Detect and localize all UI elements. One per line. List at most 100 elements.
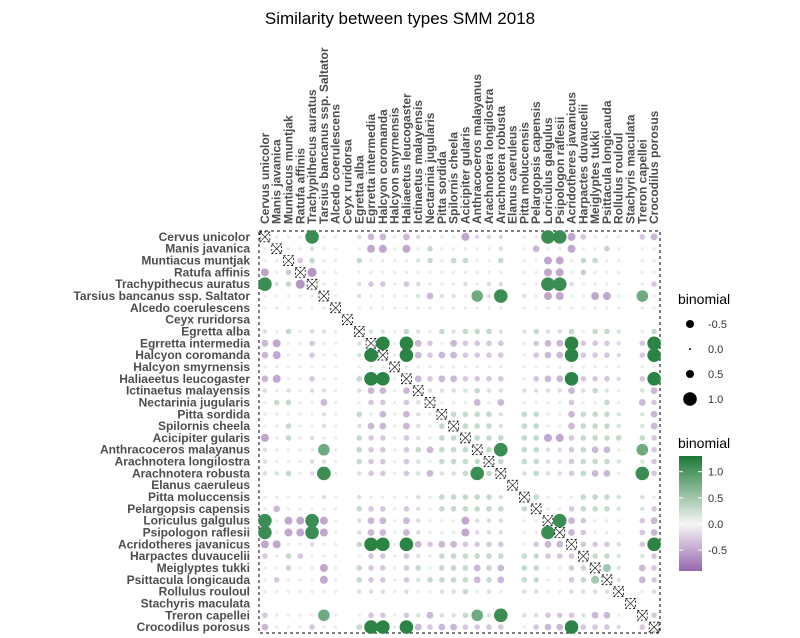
heatmap-point <box>393 282 397 286</box>
heatmap-point <box>592 340 598 347</box>
heatmap-point <box>263 495 267 499</box>
heatmap-point <box>640 506 645 512</box>
heatmap-point <box>462 553 469 559</box>
heatmap-point <box>470 466 484 481</box>
heatmap-point <box>322 258 326 263</box>
heatmap-point <box>298 590 302 594</box>
heatmap-point <box>439 494 445 500</box>
heatmap-point <box>416 365 420 369</box>
heatmap-point <box>640 282 644 286</box>
heatmap-point <box>310 507 314 511</box>
heatmap-point <box>440 270 444 274</box>
heatmap-point <box>521 553 528 559</box>
heatmap-point <box>604 411 610 418</box>
heatmap-point <box>378 244 387 253</box>
heatmap-point <box>639 541 646 548</box>
heatmap-point <box>555 292 564 301</box>
x-tick-label: Loriculus galgulus <box>541 117 555 224</box>
y-tick-label: Stachyris maculata <box>141 596 251 610</box>
heatmap-point <box>580 529 587 536</box>
heatmap-point <box>263 578 267 582</box>
heatmap-point <box>592 506 598 512</box>
heatmap-point <box>533 553 539 559</box>
heatmap-point <box>498 494 503 500</box>
heatmap-point <box>334 329 338 334</box>
heatmap-point <box>357 589 362 594</box>
heatmap-point <box>322 270 326 274</box>
heatmap-point <box>428 459 432 464</box>
heatmap-point <box>474 234 480 240</box>
heatmap-point <box>616 553 621 559</box>
heatmap-point <box>357 282 362 287</box>
heatmap-point <box>334 471 338 475</box>
diagonal-cell <box>542 515 554 526</box>
heatmap-point <box>556 351 564 359</box>
heatmap-point <box>379 233 387 241</box>
heatmap-point <box>428 519 432 523</box>
x-tick-label: Arachnotera longilostra <box>482 88 496 224</box>
heatmap-point <box>604 388 610 393</box>
heatmap-point <box>393 341 397 345</box>
heatmap-point <box>275 365 279 369</box>
x-tick-label: Trachypithecus auratus <box>305 89 319 224</box>
heatmap-point <box>369 365 373 369</box>
color-legend-label: 1.0 <box>708 467 723 479</box>
heatmap-point <box>544 540 552 548</box>
heatmap-point <box>521 576 528 583</box>
heatmap-point <box>604 494 610 500</box>
heatmap-point <box>403 328 410 335</box>
heatmap-point <box>403 470 410 477</box>
heatmap-point <box>591 611 599 619</box>
heatmap-point <box>474 506 480 512</box>
heatmap-point <box>275 554 279 558</box>
y-tick-label: Crocodilus porosus <box>137 620 251 634</box>
heatmap-point <box>604 352 610 358</box>
heatmap-point <box>258 277 272 292</box>
heatmap-point <box>309 352 315 358</box>
heatmap-point <box>603 469 611 477</box>
heatmap-point <box>334 590 338 594</box>
heatmap-point <box>357 554 361 558</box>
heatmap-point <box>309 542 315 547</box>
heatmap-point <box>541 230 555 244</box>
heatmap-point <box>310 294 314 298</box>
heatmap-point <box>427 576 433 583</box>
heatmap-point <box>426 446 434 454</box>
heatmap-point <box>298 424 302 428</box>
heatmap-point <box>638 576 646 584</box>
heatmap-point <box>497 458 504 465</box>
heatmap-point <box>272 540 281 549</box>
heatmap-point <box>474 352 480 358</box>
heatmap-point <box>552 513 567 528</box>
heatmap-point <box>568 387 575 395</box>
heatmap-point <box>640 247 644 251</box>
heatmap-point <box>533 541 539 548</box>
heatmap-point <box>640 365 644 369</box>
heatmap-point <box>334 495 338 499</box>
heatmap-point <box>295 279 305 289</box>
diagonal-line <box>460 432 471 444</box>
heatmap-point <box>463 400 467 405</box>
heatmap-point <box>462 411 469 418</box>
heatmap-point <box>275 424 279 428</box>
heatmap-point <box>357 613 361 617</box>
heatmap-point <box>498 412 503 417</box>
heatmap-point <box>319 528 328 537</box>
heatmap-point <box>440 341 444 345</box>
heatmap-point <box>415 565 422 571</box>
heatmap-point <box>450 351 458 359</box>
heatmap-point <box>298 542 302 546</box>
heatmap-point <box>440 519 444 523</box>
heatmap-point <box>379 517 387 525</box>
heatmap-point <box>416 459 421 464</box>
heatmap-point <box>461 232 470 241</box>
heatmap-point <box>318 443 330 456</box>
heatmap-point <box>305 513 319 528</box>
heatmap-point <box>486 470 492 477</box>
heatmap-point <box>415 446 422 453</box>
heatmap-point <box>357 270 361 274</box>
heatmap-point <box>593 530 597 535</box>
heatmap-point <box>558 566 562 570</box>
heatmap-point <box>474 375 480 382</box>
